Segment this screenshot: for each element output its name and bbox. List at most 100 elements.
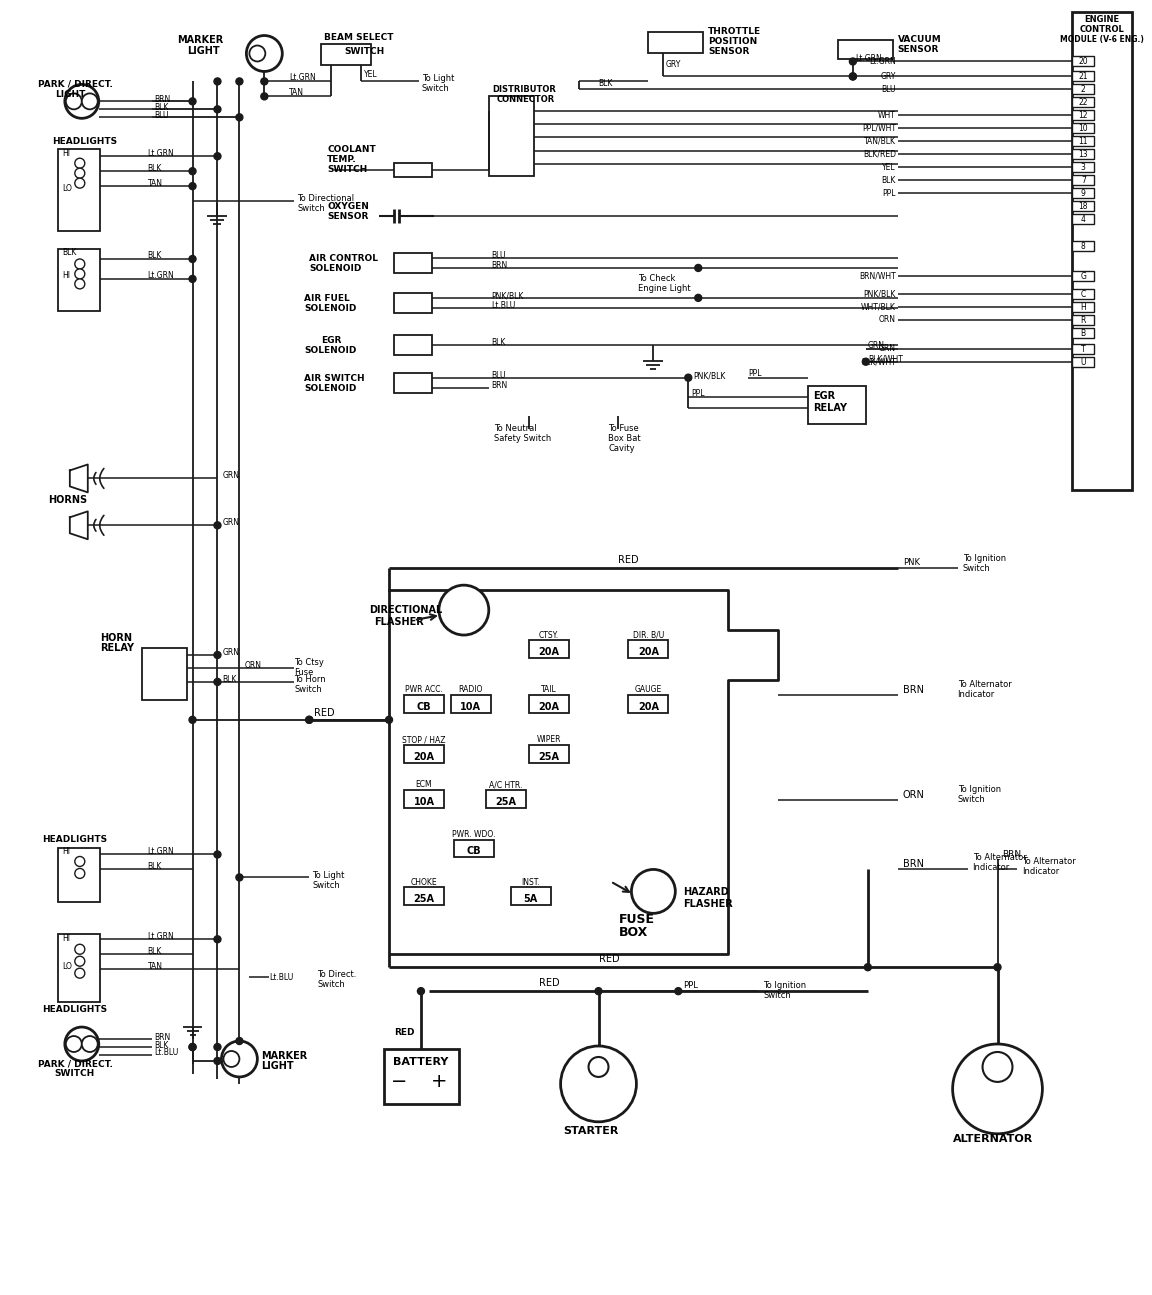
Text: SENSOR: SENSOR [708, 47, 750, 56]
Text: PPL: PPL [691, 388, 705, 398]
Text: Switch: Switch [312, 881, 340, 890]
Text: B: B [1081, 329, 1086, 338]
Text: SOLENOID: SOLENOID [304, 385, 357, 394]
Text: BLK: BLK [491, 338, 505, 347]
Text: STOP / HAZ: STOP / HAZ [402, 736, 446, 745]
Text: BRN: BRN [154, 95, 170, 104]
Circle shape [983, 1052, 1013, 1081]
Circle shape [214, 153, 221, 159]
Circle shape [82, 93, 98, 109]
Circle shape [260, 93, 267, 100]
Text: GRN: GRN [867, 342, 885, 350]
Text: 2: 2 [1081, 85, 1085, 95]
Bar [1073, 162, 1094, 172]
Text: 20A: 20A [638, 702, 659, 712]
Text: Switch: Switch [763, 991, 790, 1000]
Bar [529, 695, 569, 712]
Text: Lt.BLU: Lt.BLU [491, 302, 515, 311]
Text: H: H [1081, 303, 1086, 312]
Circle shape [247, 35, 282, 71]
Text: PWR ACC.: PWR ACC. [406, 685, 442, 694]
Text: HI: HI [62, 272, 70, 281]
Text: MARKER: MARKER [262, 1052, 308, 1061]
Text: Switch: Switch [294, 685, 323, 694]
Text: YEL: YEL [882, 163, 896, 172]
Text: ORN: ORN [879, 315, 896, 324]
Text: AIR CONTROL: AIR CONTROL [309, 255, 378, 263]
Text: GRY: GRY [880, 73, 896, 80]
Bar [510, 887, 551, 905]
Text: Indicator: Indicator [957, 690, 995, 699]
Circle shape [386, 716, 393, 724]
Circle shape [75, 179, 85, 188]
Text: BLK: BLK [881, 176, 896, 185]
Text: To Light: To Light [312, 872, 344, 879]
Text: THROTTLE: THROTTLE [708, 27, 761, 36]
Text: 20A: 20A [538, 648, 559, 657]
Text: CB: CB [417, 702, 431, 712]
Text: HORNS: HORNS [48, 496, 88, 505]
Text: BLU: BLU [881, 85, 896, 95]
Text: To Neutral: To Neutral [494, 423, 537, 433]
Text: R: R [1081, 316, 1086, 325]
Circle shape [75, 856, 85, 866]
Bar [1073, 123, 1094, 133]
Circle shape [189, 167, 196, 175]
Text: 22: 22 [1078, 98, 1087, 107]
Text: DISTRIBUTOR: DISTRIBUTOR [492, 85, 555, 95]
Text: 18: 18 [1078, 202, 1087, 211]
Bar [1073, 84, 1094, 95]
Circle shape [236, 1037, 243, 1045]
Text: VACUUM: VACUUM [897, 35, 941, 44]
Text: 25A: 25A [495, 796, 516, 807]
Text: Lt.BLU: Lt.BLU [270, 973, 294, 982]
Circle shape [305, 716, 312, 724]
Text: To Ignition: To Ignition [957, 785, 1001, 794]
Circle shape [236, 78, 243, 85]
Bar [321, 44, 371, 66]
Circle shape [65, 1027, 99, 1061]
Circle shape [631, 869, 675, 913]
Text: Safety Switch: Safety Switch [494, 434, 551, 443]
Bar [454, 839, 494, 857]
Bar [58, 934, 100, 1002]
Text: −: − [391, 1072, 407, 1092]
Circle shape [260, 78, 267, 85]
Circle shape [66, 93, 82, 109]
Bar [1073, 343, 1094, 354]
Text: GRN: GRN [222, 471, 240, 480]
Text: Lt.GRN: Lt.GRN [147, 932, 174, 940]
Text: SENSOR: SENSOR [897, 45, 939, 54]
Text: 3: 3 [1081, 163, 1085, 172]
Circle shape [863, 359, 870, 365]
Text: A/C HTR.: A/C HTR. [490, 780, 522, 789]
Text: OXYGEN: OXYGEN [327, 202, 369, 211]
Text: BLK: BLK [62, 249, 76, 258]
Bar [629, 640, 668, 658]
Text: To Alternator: To Alternator [972, 853, 1026, 862]
Bar [1073, 328, 1094, 338]
Text: PARK / DIRECT.: PARK / DIRECT. [38, 1059, 113, 1068]
Text: ALTERNATOR: ALTERNATOR [953, 1134, 1033, 1143]
Text: +: + [431, 1072, 447, 1092]
Text: LIGHT: LIGHT [262, 1061, 294, 1071]
Circle shape [75, 259, 85, 269]
Text: HI: HI [62, 149, 70, 158]
Circle shape [675, 988, 682, 995]
Text: GRN: GRN [222, 518, 240, 527]
Text: PPL: PPL [748, 369, 761, 378]
Text: BLK: BLK [599, 79, 613, 88]
Circle shape [439, 585, 488, 635]
Text: AIR FUEL: AIR FUEL [304, 294, 350, 303]
Bar [1073, 315, 1094, 325]
Bar [142, 648, 187, 699]
Circle shape [214, 1044, 221, 1050]
Bar [486, 790, 525, 808]
Text: Cavity: Cavity [608, 444, 635, 453]
Text: BRN: BRN [1002, 850, 1022, 859]
Text: Indicator: Indicator [972, 862, 1010, 872]
Text: INST.: INST. [521, 878, 540, 887]
Text: PPL: PPL [882, 189, 896, 198]
Bar [629, 695, 668, 712]
Text: 20: 20 [1078, 57, 1089, 66]
